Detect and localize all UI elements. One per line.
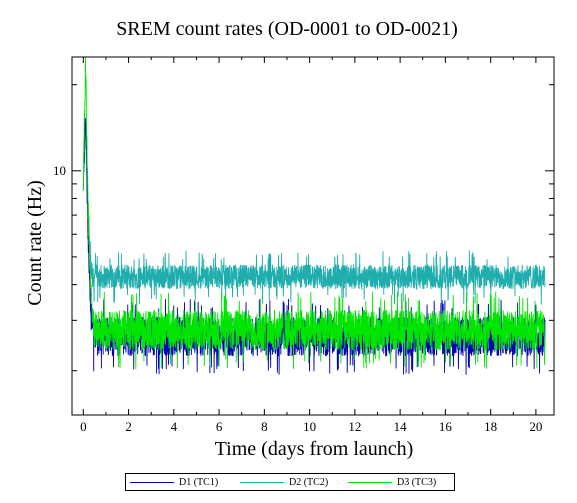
series-line-3 xyxy=(82,56,546,370)
x-tick-label: 16 xyxy=(439,419,453,434)
x-tick-label: 14 xyxy=(394,419,408,434)
series-line-2 xyxy=(82,119,546,305)
x-tick-label: 12 xyxy=(348,419,361,434)
legend-item-d2: D2 (TC2) xyxy=(240,474,328,490)
legend-swatch-d3 xyxy=(348,481,392,483)
legend-label-d1: D1 (TC1) xyxy=(179,476,219,488)
legend-swatch-d2 xyxy=(240,481,284,483)
x-tick-label: 6 xyxy=(216,419,223,434)
legend-item-d1: D1 (TC1) xyxy=(130,474,218,490)
x-tick-label: 10 xyxy=(303,419,316,434)
legend-swatch-d1 xyxy=(130,481,174,483)
x-tick-label: 4 xyxy=(171,419,178,434)
legend-label-d2: D2 (TC2) xyxy=(289,476,329,488)
x-tick-label: 20 xyxy=(529,419,542,434)
legend-item-d3: D3 (TC3) xyxy=(348,474,436,490)
y-axis-label: Count rate (Hz) xyxy=(24,180,46,306)
plot-frame xyxy=(71,56,555,416)
x-axis-label: Time (days from launch) xyxy=(215,438,414,460)
legend: D1 (TC1) D2 (TC2) D3 (TC3) xyxy=(125,473,455,491)
x-tick-label: 0 xyxy=(80,419,87,434)
x-tick-label: 18 xyxy=(484,419,497,434)
x-ticks: 0 2 4 6 8 10 12 14 16 18 20 xyxy=(80,57,542,434)
y-tick-label: 10 xyxy=(53,163,66,178)
legend-label-d3: D3 (TC3) xyxy=(397,476,437,488)
y-ticks: 10 xyxy=(53,84,554,372)
plot-series xyxy=(82,56,546,375)
chart-title: SREM count rates (OD-0001 to OD-0021) xyxy=(116,18,458,40)
x-tick-label: 2 xyxy=(125,419,132,434)
x-tick-label: 8 xyxy=(261,419,268,434)
